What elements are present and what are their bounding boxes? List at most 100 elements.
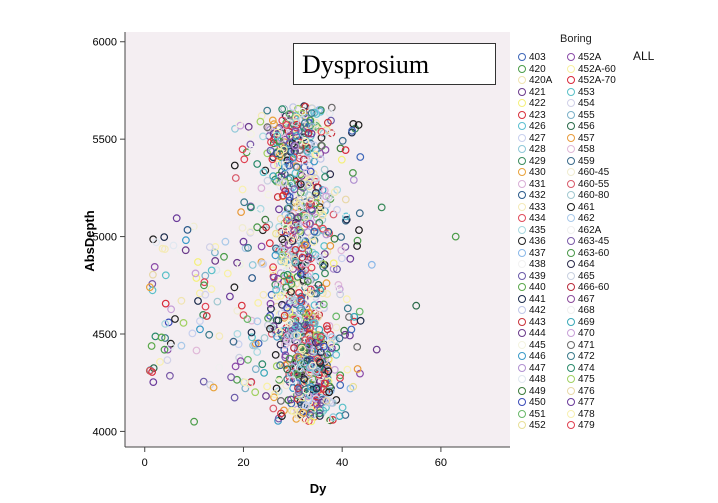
data-point (273, 128, 281, 137)
data-point (264, 190, 273, 199)
data-point (285, 275, 294, 284)
y-tick-label: 5500 (93, 134, 117, 146)
legend-title: Boring (560, 33, 592, 45)
legend-marker-icon (518, 248, 526, 257)
legend-marker-icon (567, 352, 575, 360)
data-point (355, 307, 364, 316)
data-point (267, 290, 276, 299)
data-point (326, 386, 335, 395)
data-point (171, 315, 179, 323)
legend-item: 460-45 (567, 167, 609, 179)
legend-marker-icon (567, 409, 575, 418)
data-point (179, 319, 188, 327)
data-point (294, 353, 302, 362)
data-point (181, 246, 190, 255)
x-tick-label: 40 (336, 457, 348, 469)
data-point (322, 192, 331, 201)
legend-marker-icon (518, 386, 526, 395)
legend-label: 477 (578, 397, 595, 408)
data-point (290, 344, 298, 352)
data-point (287, 236, 296, 244)
data-point (274, 175, 283, 184)
data-point (285, 308, 294, 316)
data-point (231, 362, 240, 371)
legend-marker-icon (518, 202, 526, 211)
data-point (338, 403, 347, 412)
data-point (277, 246, 286, 255)
legend-label: 444 (529, 328, 546, 339)
data-point (246, 203, 255, 212)
legend-label: 429 (529, 155, 546, 167)
data-point (192, 274, 201, 282)
data-point (286, 132, 294, 141)
data-point (272, 149, 281, 158)
data-point (316, 286, 325, 295)
data-point (324, 377, 333, 386)
data-point (230, 161, 239, 170)
legend-item: 421 (518, 87, 546, 99)
data-point (240, 155, 249, 164)
data-point (323, 322, 331, 330)
legend-label: 478 (578, 408, 595, 420)
legend-label: 460-45 (578, 167, 610, 178)
legend-label: 456 (578, 121, 595, 132)
legend-label: 458 (578, 144, 595, 155)
legend-item: 463-60 (567, 248, 609, 260)
data-point (301, 321, 309, 330)
legend-marker-icon (567, 340, 575, 349)
legend-item: 450 (518, 397, 546, 409)
legend-label: 471 (578, 339, 595, 351)
legend-marker-icon (518, 375, 526, 383)
data-point (312, 384, 321, 393)
data-point (161, 320, 170, 328)
legend-item: 474 (567, 363, 595, 375)
legend-label: 455 (578, 109, 595, 121)
legend-marker-icon (567, 64, 575, 73)
data-point (412, 301, 421, 310)
data-point (269, 404, 278, 413)
legend-item: 452 (518, 420, 546, 432)
data-point (303, 147, 312, 156)
data-point (293, 370, 302, 378)
data-point (276, 148, 285, 157)
data-point (233, 330, 242, 338)
data-point (295, 146, 304, 155)
data-point (301, 237, 310, 246)
data-point (152, 238, 161, 247)
legend-marker-icon (567, 398, 575, 406)
legend-marker-icon (518, 421, 526, 429)
data-point (315, 253, 324, 262)
data-point (329, 265, 338, 273)
legend-label: 466-60 (578, 282, 610, 293)
data-point (342, 212, 351, 221)
data-point (256, 204, 265, 213)
data-point (300, 163, 309, 172)
legend-marker-icon (518, 110, 526, 119)
data-point (343, 304, 352, 313)
data-point (333, 185, 342, 194)
data-point (291, 127, 300, 136)
legend-label: 428 (529, 144, 546, 155)
data-point (280, 311, 289, 320)
data-point (372, 345, 381, 354)
data-point (337, 246, 346, 255)
data-point (167, 305, 176, 314)
data-point (253, 348, 262, 356)
data-point (285, 161, 294, 170)
legend-item: 479 (567, 420, 595, 432)
data-point (291, 169, 300, 178)
data-point (315, 409, 324, 418)
data-point (296, 204, 305, 213)
data-point (311, 150, 320, 159)
legend-item: 429 (518, 156, 546, 168)
data-point (266, 299, 275, 308)
legend-label: 457 (578, 132, 595, 144)
legend-marker-icon (518, 237, 526, 245)
legend-label: 437 (529, 247, 546, 259)
data-point (267, 202, 276, 211)
data-point (273, 332, 281, 341)
legend-item: 451 (518, 409, 546, 421)
data-point (273, 281, 282, 290)
data-point (307, 109, 316, 117)
data-point (323, 325, 332, 334)
